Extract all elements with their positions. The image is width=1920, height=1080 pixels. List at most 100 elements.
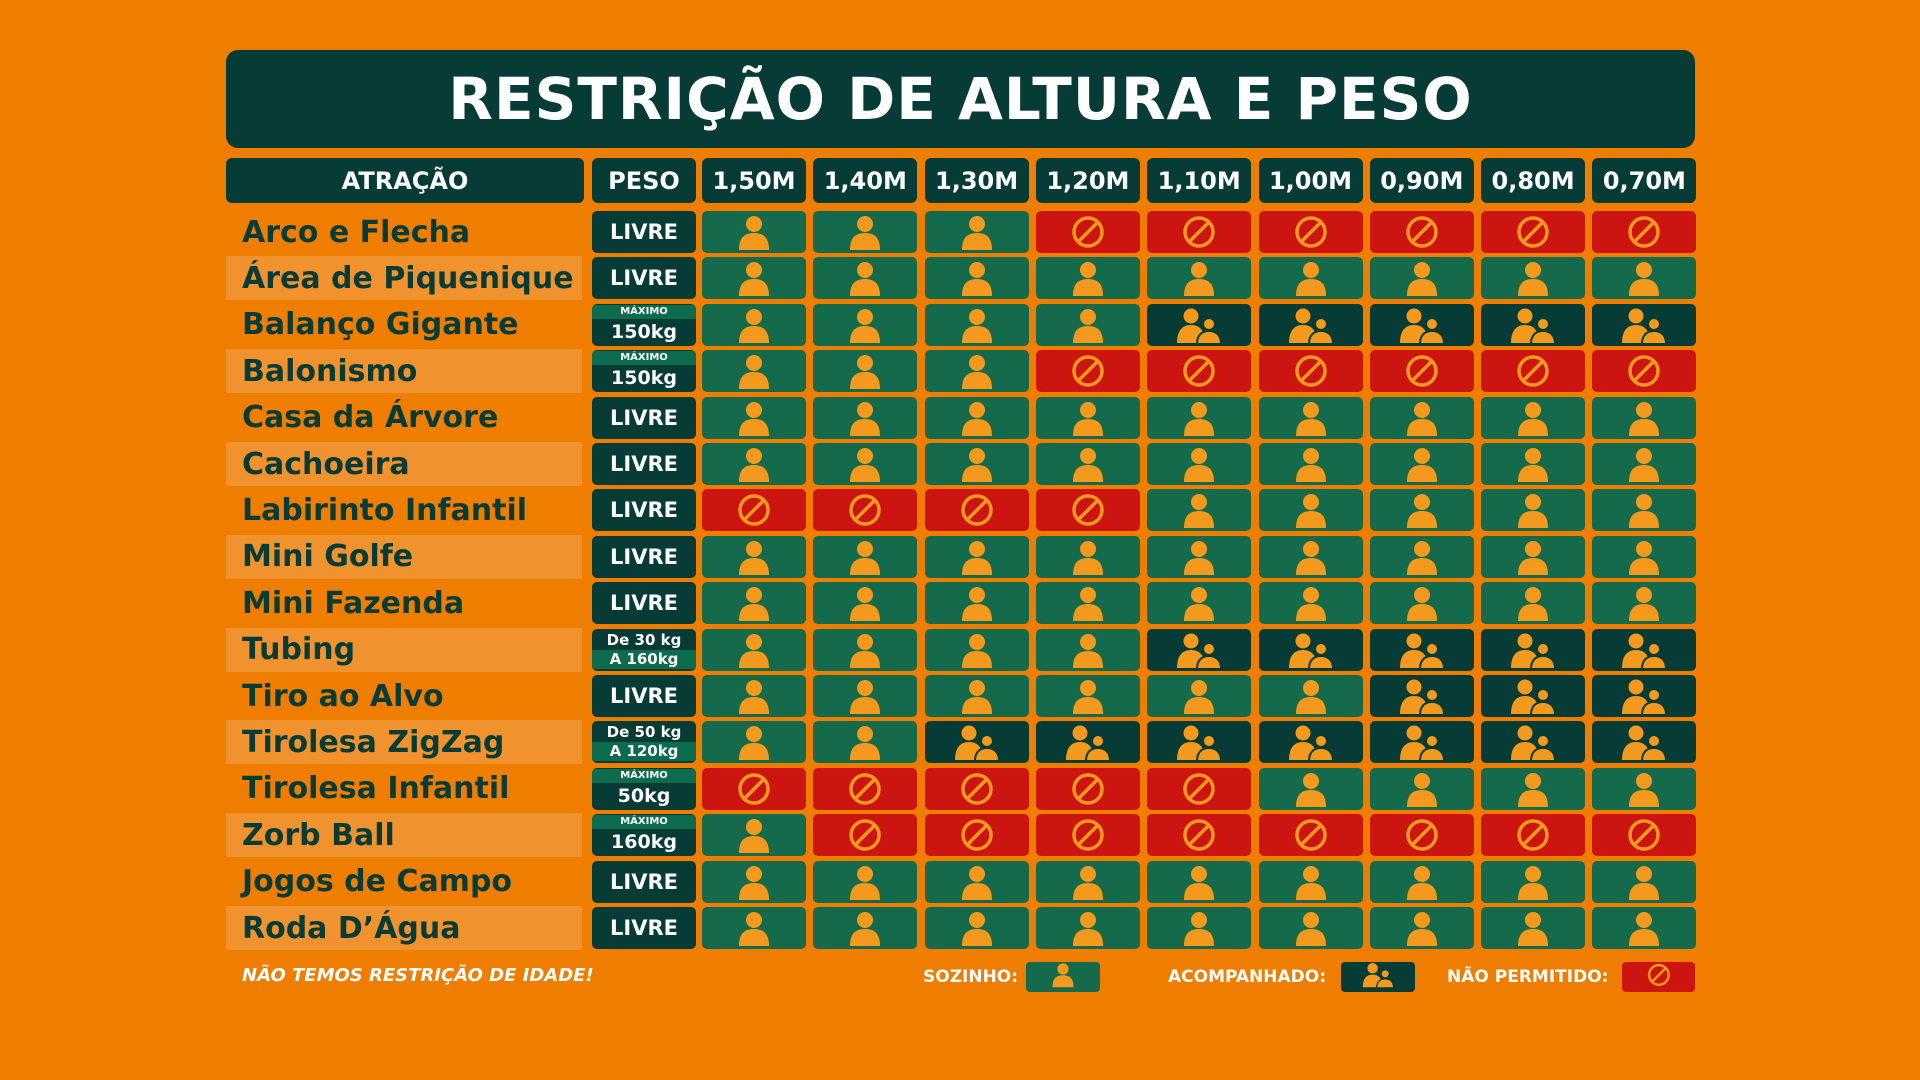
cell-accompanied (1592, 675, 1697, 717)
cell-alone (1592, 443, 1697, 485)
cell-alone (702, 257, 806, 300)
attraction-name: Mini Golfe (242, 539, 414, 575)
cell-alone (702, 211, 806, 253)
person-icon (1402, 864, 1442, 900)
cell-alone (1481, 767, 1586, 810)
person-icon (1513, 492, 1553, 529)
weight-badge: MÁXIMO 150kg (592, 350, 696, 393)
person-icon (734, 539, 774, 575)
cell-alone (1147, 860, 1252, 903)
cell-alone (1147, 907, 1252, 949)
cell-alone (702, 814, 806, 857)
cell-not-allowed (1369, 350, 1474, 393)
attraction-name: Labirinto Infantil (242, 492, 528, 528)
prohibited-icon (1071, 772, 1105, 806)
weight-max-label: MÁXIMO (592, 304, 696, 319)
cell-alone (1481, 257, 1586, 300)
cell-alone (702, 303, 806, 346)
cell-alone (1369, 257, 1474, 300)
cell-alone (1258, 489, 1363, 532)
cell-alone (1369, 767, 1474, 810)
person-icon (1624, 585, 1664, 622)
person-icon (1624, 492, 1664, 529)
person-icon (845, 585, 885, 622)
cell-alone (924, 907, 1029, 949)
cell-alone (1592, 582, 1697, 625)
person-icon (1624, 771, 1664, 807)
weight-badge: LIVRE (592, 675, 696, 717)
person-icon (1049, 962, 1077, 991)
prohibited-icon (1627, 354, 1661, 388)
cell-not-allowed (924, 489, 1029, 532)
person-icon (1068, 400, 1108, 436)
cell-alone (1035, 907, 1140, 949)
person-icon (1513, 400, 1553, 436)
prohibited-icon (1294, 818, 1328, 852)
person-icon (1179, 585, 1219, 622)
person-icon (1513, 771, 1553, 807)
weight-range-max: A 160kg (592, 649, 696, 669)
person-icon (1402, 771, 1442, 807)
cell-accompanied (1592, 628, 1697, 671)
two-people-icon (1396, 724, 1448, 761)
cell-alone (813, 257, 918, 300)
weight-badge: De 50 kg A 120kg (592, 721, 696, 764)
person-icon (845, 214, 885, 250)
person-icon (845, 724, 885, 761)
cell-alone (1592, 767, 1697, 810)
cell-accompanied (1147, 303, 1252, 346)
attraction-name: Mini Fazenda (242, 585, 465, 621)
cell-alone (1258, 535, 1363, 578)
prohibited-icon (1071, 215, 1105, 249)
prohibited-icon (1405, 354, 1439, 388)
weight-range-min: De 30 kg (606, 630, 682, 649)
person-icon (1513, 539, 1553, 575)
weight-max-value: 50kg (617, 784, 671, 807)
cell-not-allowed (1035, 489, 1140, 532)
cell-accompanied (1258, 303, 1363, 346)
cell-alone (924, 675, 1029, 717)
cell-not-allowed (1481, 814, 1586, 857)
cell-alone (813, 675, 918, 717)
prohibited-icon (1405, 818, 1439, 852)
prohibited-icon (960, 818, 994, 852)
cell-alone (1369, 582, 1474, 625)
weight-badge: MÁXIMO 160kg (592, 814, 696, 857)
cell-alone (1592, 489, 1697, 532)
attraction-name: Balonismo (242, 353, 418, 389)
attraction-name: Tirolesa ZigZag (242, 724, 505, 760)
person-icon (1402, 260, 1442, 297)
cell-alone (702, 628, 806, 671)
person-icon (845, 400, 885, 436)
cell-not-allowed (1258, 350, 1363, 393)
person-icon (1402, 910, 1442, 946)
prohibited-icon (1182, 354, 1216, 388)
cell-not-allowed (1481, 211, 1586, 253)
two-people-icon (1173, 724, 1225, 761)
attraction-name: Tubing (242, 632, 356, 668)
cell-accompanied (924, 721, 1029, 764)
weight-badge: LIVRE (592, 443, 696, 485)
person-icon (734, 817, 774, 854)
cell-accompanied (1481, 628, 1586, 671)
weight-max-value: 150kg (611, 320, 677, 343)
two-people-icon (1173, 632, 1225, 668)
prohibited-icon (1647, 963, 1671, 991)
person-icon (845, 539, 885, 575)
legend-alone-swatch (1026, 962, 1100, 992)
attraction-name: Arco e Flecha (242, 214, 471, 250)
weight-max-label: MÁXIMO (592, 815, 696, 830)
cell-alone (1592, 535, 1697, 578)
person-icon (957, 260, 997, 297)
attraction-name: Área de Piquenique (242, 260, 574, 296)
prohibited-icon (1071, 354, 1105, 388)
cell-alone (1258, 675, 1363, 717)
person-icon (957, 353, 997, 390)
cell-accompanied (1035, 721, 1140, 764)
weight-badge: LIVRE (592, 582, 696, 625)
person-icon (1624, 864, 1664, 900)
row-stripe (226, 349, 582, 394)
cell-alone (1258, 257, 1363, 300)
person-icon (1179, 446, 1219, 482)
page-title: RESTRIÇÃO DE ALTURA E PESO (448, 65, 1473, 133)
